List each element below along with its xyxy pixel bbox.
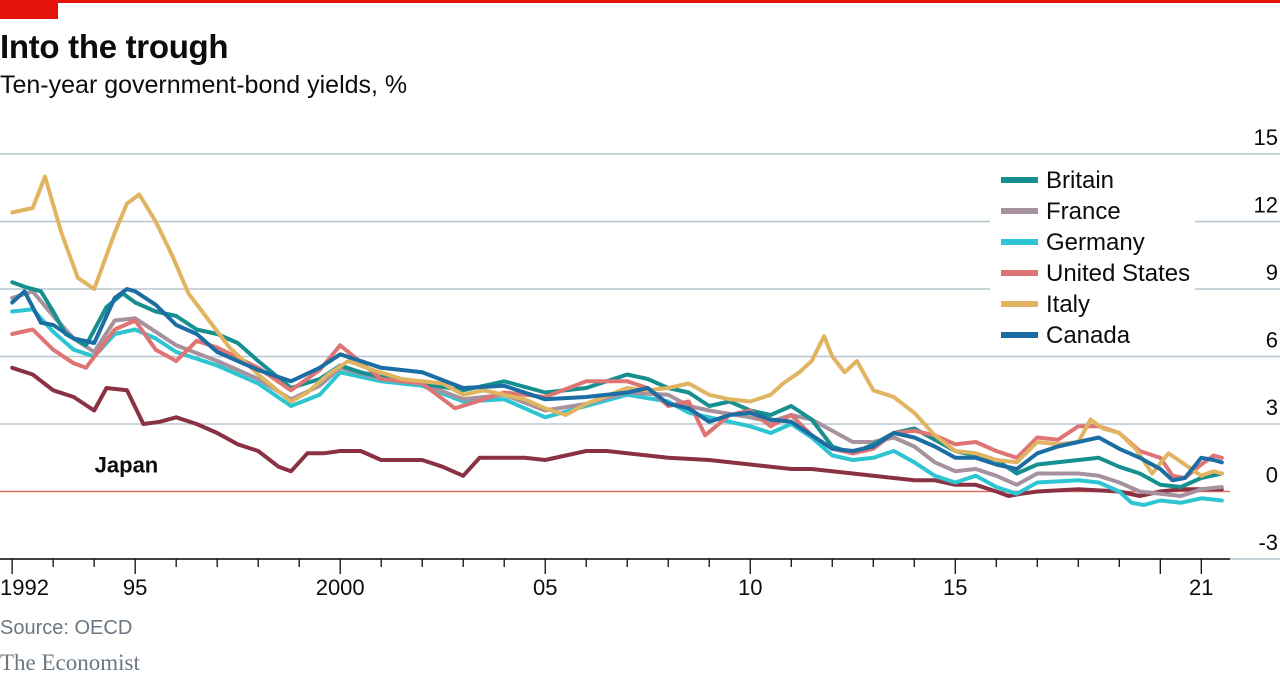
y-tick-label: 6 <box>1266 328 1278 353</box>
chart-title: Into the trough <box>0 28 229 65</box>
legend-label-canada: Canada <box>1046 322 1131 349</box>
top-rule <box>0 0 1280 3</box>
y-tick-label: 3 <box>1266 395 1278 420</box>
x-tick-label: 05 <box>533 575 557 600</box>
y-tick-label: 9 <box>1266 260 1278 285</box>
y-tick-label: 0 <box>1266 463 1278 488</box>
legend-label-united-states: United States <box>1046 260 1190 287</box>
x-tick-label: 2000 <box>316 575 365 600</box>
series-line-japan <box>10 365 1224 498</box>
series-line-germany <box>10 307 1224 507</box>
y-axis-labels: -3 0 3 6 9 12 15 <box>1254 125 1278 555</box>
legend-label-france: France <box>1046 198 1121 225</box>
x-tick-label: 10 <box>738 575 762 600</box>
series-line-france <box>10 289 1224 498</box>
annotations: Japan <box>95 453 159 478</box>
legend-box <box>990 164 1195 354</box>
x-tick-label: 21 <box>1189 575 1213 600</box>
x-tick-label: 95 <box>123 575 147 600</box>
series-layer <box>10 174 1224 507</box>
source-note: Source: OECD <box>0 617 133 639</box>
legend-label-britain: Britain <box>1046 167 1114 194</box>
series-line-canada <box>10 287 1224 483</box>
x-tick-label: 15 <box>943 575 967 600</box>
y-tick-label: -3 <box>1258 530 1278 555</box>
annotation-japan: Japan <box>95 453 159 478</box>
brand-tag <box>0 0 58 19</box>
legend-label-italy: Italy <box>1046 291 1090 318</box>
x-tick-label: 1992 <box>0 575 49 600</box>
legend-label-germany: Germany <box>1046 229 1145 256</box>
chart-subtitle: Ten-year government-bond yields, % <box>0 71 408 99</box>
series-line-britain <box>10 280 1224 489</box>
x-axis: 1992 95 2000 05 10 15 21 <box>0 558 1230 600</box>
y-tick-label: 12 <box>1254 193 1278 218</box>
y-tick-label: 15 <box>1254 125 1278 150</box>
brand-logo: The Economist <box>0 650 140 675</box>
legend: Britain France Germany United States Italy Ca… <box>990 164 1195 354</box>
series-line-united-states <box>10 318 1224 480</box>
chart-area: 1992 95 2000 05 10 15 21 -3 0 3 6 9 12 15 Britain Fra… <box>0 125 1280 600</box>
